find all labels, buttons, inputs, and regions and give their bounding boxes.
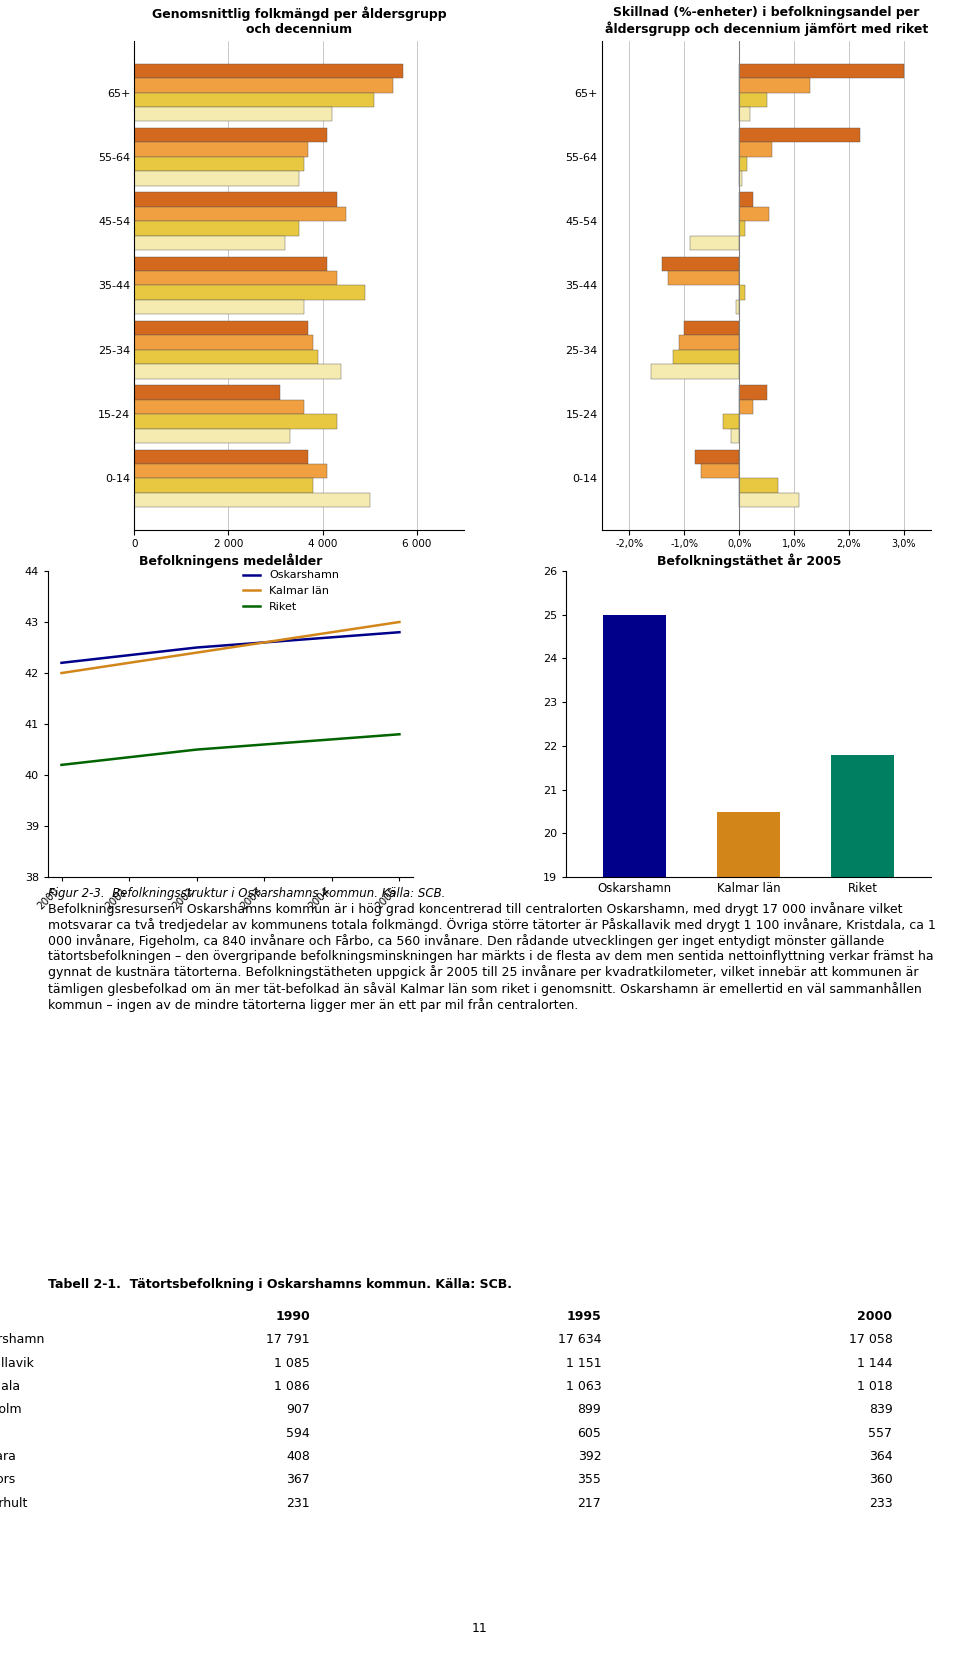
- Bar: [134, 321, 308, 336]
- Bar: [739, 157, 748, 172]
- Bar: [134, 285, 365, 300]
- Bar: [134, 478, 313, 493]
- Text: Befolkningsresursen i Oskarshamns kommun är i hög grad koncentrerad till central: Befolkningsresursen i Oskarshamns kommun…: [48, 902, 936, 1011]
- Bar: [134, 364, 342, 379]
- Bar: [134, 349, 318, 364]
- Bar: [134, 414, 337, 429]
- Bar: [701, 463, 739, 478]
- Riket: [258, 735, 270, 755]
- Oskarshamn: [326, 627, 338, 647]
- Bar: [739, 78, 810, 93]
- Kalmar län: [394, 612, 405, 632]
- Bar: [134, 493, 370, 508]
- Bar: [739, 142, 772, 157]
- Bar: [739, 399, 753, 414]
- Kalmar län: [56, 664, 67, 684]
- Bar: [134, 386, 280, 399]
- Bar: [673, 349, 739, 364]
- Oskarshamn: [258, 632, 270, 652]
- Bar: [695, 450, 739, 463]
- Bar: [134, 399, 303, 414]
- Bar: [739, 192, 753, 207]
- Bar: [662, 257, 739, 271]
- Bar: [736, 300, 739, 314]
- Bar: [134, 235, 285, 250]
- Bar: [134, 300, 303, 314]
- Riket: [191, 740, 203, 760]
- Bar: [739, 207, 769, 222]
- Bar: [739, 172, 742, 185]
- Riket: [123, 748, 134, 768]
- Bar: [831, 755, 894, 1655]
- Bar: [731, 429, 739, 444]
- Riket: [56, 755, 67, 775]
- Bar: [134, 78, 393, 93]
- Title: Genomsnittlig folkmängd per åldersgrupp
och decennium: Genomsnittlig folkmängd per åldersgrupp …: [152, 7, 446, 36]
- Bar: [679, 336, 739, 349]
- Bar: [134, 142, 308, 157]
- Bar: [134, 127, 327, 142]
- Bar: [739, 222, 745, 235]
- Riket: [394, 725, 405, 745]
- Bar: [134, 207, 346, 222]
- Bar: [739, 127, 860, 142]
- Text: 11: 11: [472, 1622, 488, 1635]
- Kalmar län: [326, 622, 338, 642]
- Kalmar län: [258, 632, 270, 652]
- Title: Befolkningstäthet år 2005: Befolkningstäthet år 2005: [657, 554, 841, 568]
- Bar: [651, 364, 739, 379]
- Bar: [603, 614, 666, 1655]
- Oskarshamn: [191, 637, 203, 657]
- Bar: [739, 285, 745, 300]
- Bar: [723, 414, 739, 429]
- Bar: [134, 108, 332, 121]
- Bar: [134, 450, 308, 463]
- Bar: [134, 63, 402, 78]
- Bar: [739, 93, 767, 108]
- Bar: [739, 386, 767, 399]
- Text: Tabell 2-1.  Tätortsbefolkning i Oskarshamns kommun. Källa: SCB.: Tabell 2-1. Tätortsbefolkning i Oskarsha…: [48, 1278, 512, 1291]
- Title: Skillnad (%-enheter) i befolkningsandel per
åldersgrupp och decennium jämfört me: Skillnad (%-enheter) i befolkningsandel …: [605, 7, 928, 36]
- Bar: [668, 271, 739, 285]
- Kalmar län: [123, 652, 134, 672]
- Bar: [739, 108, 750, 121]
- Kalmar län: [191, 642, 203, 662]
- Line: Riket: Riket: [61, 735, 399, 765]
- Oskarshamn: [56, 652, 67, 672]
- Legend: Oskarshamn, Kalmar län, Riket: Oskarshamn, Kalmar län, Riket: [243, 571, 339, 611]
- Oskarshamn: [394, 622, 405, 642]
- Bar: [739, 478, 778, 493]
- Bar: [689, 235, 739, 250]
- Bar: [739, 493, 800, 508]
- Bar: [134, 172, 299, 185]
- Bar: [684, 321, 739, 336]
- Bar: [134, 93, 374, 108]
- Line: Kalmar län: Kalmar län: [61, 622, 399, 674]
- Bar: [134, 463, 327, 478]
- Bar: [134, 271, 337, 285]
- Line: Oskarshamn: Oskarshamn: [61, 632, 399, 662]
- Bar: [134, 429, 290, 444]
- Text: Figur 2-3.  Befolkningsstruktur i Oskarshamns kommun. Källa: SCB.: Figur 2-3. Befolkningsstruktur i Oskarsh…: [48, 887, 445, 900]
- Oskarshamn: [123, 645, 134, 665]
- Riket: [326, 730, 338, 750]
- Bar: [134, 192, 337, 207]
- Bar: [134, 157, 303, 172]
- Bar: [134, 257, 327, 271]
- Bar: [134, 222, 299, 235]
- Bar: [739, 63, 903, 78]
- Title: Befolkningens medelålder: Befolkningens medelålder: [139, 554, 323, 568]
- Bar: [717, 811, 780, 1655]
- Bar: [134, 336, 313, 349]
